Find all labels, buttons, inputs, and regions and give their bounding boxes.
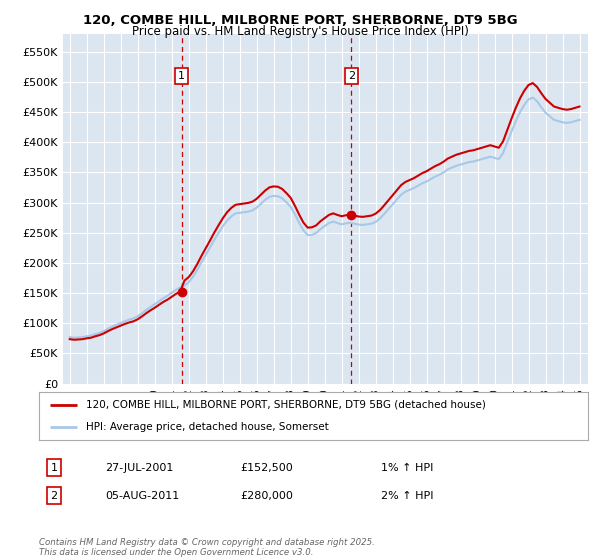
Text: 2: 2 (348, 71, 355, 81)
Text: HPI: Average price, detached house, Somerset: HPI: Average price, detached house, Some… (86, 422, 328, 432)
Text: 1% ↑ HPI: 1% ↑ HPI (381, 463, 433, 473)
Text: 2: 2 (50, 491, 58, 501)
Text: 2% ↑ HPI: 2% ↑ HPI (381, 491, 433, 501)
Text: 120, COMBE HILL, MILBORNE PORT, SHERBORNE, DT9 5BG (detached house): 120, COMBE HILL, MILBORNE PORT, SHERBORN… (86, 400, 485, 410)
Text: £152,500: £152,500 (240, 463, 293, 473)
Text: Price paid vs. HM Land Registry's House Price Index (HPI): Price paid vs. HM Land Registry's House … (131, 25, 469, 38)
Text: 1: 1 (178, 71, 185, 81)
Text: 05-AUG-2011: 05-AUG-2011 (105, 491, 179, 501)
Text: 27-JUL-2001: 27-JUL-2001 (105, 463, 173, 473)
Text: Contains HM Land Registry data © Crown copyright and database right 2025.
This d: Contains HM Land Registry data © Crown c… (39, 538, 375, 557)
Text: 120, COMBE HILL, MILBORNE PORT, SHERBORNE, DT9 5BG: 120, COMBE HILL, MILBORNE PORT, SHERBORN… (83, 14, 517, 27)
Text: £280,000: £280,000 (240, 491, 293, 501)
Text: 1: 1 (50, 463, 58, 473)
